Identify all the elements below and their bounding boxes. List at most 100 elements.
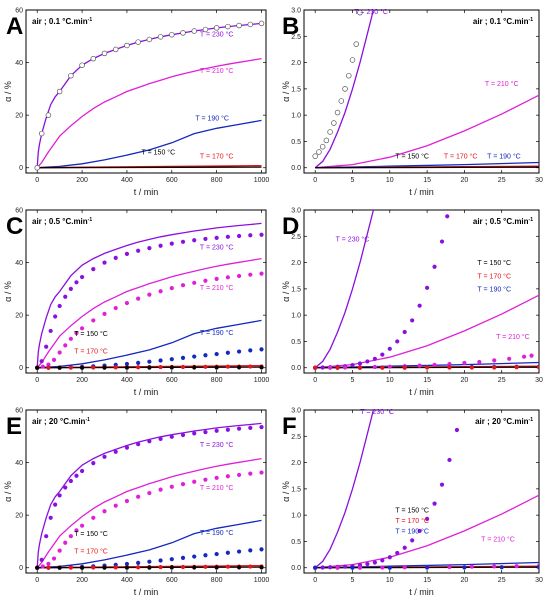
data-point-t230 xyxy=(192,238,197,243)
data-point-t230 xyxy=(53,502,58,507)
data-point-hollow xyxy=(213,25,220,31)
series-line-t190 xyxy=(37,119,262,169)
x-tick-label: 10 xyxy=(386,577,394,584)
y-tick-label: 0.5 xyxy=(291,539,301,546)
data-point-t190 xyxy=(124,361,130,367)
data-point-t230 xyxy=(169,241,174,246)
y-tick-label: 40 xyxy=(15,460,23,467)
data-point-t150 xyxy=(169,365,174,370)
data-point-hollow xyxy=(225,23,231,30)
data-point-t170 xyxy=(68,365,73,370)
data-point-hollow xyxy=(38,130,45,137)
x-tick-label: 30 xyxy=(535,377,543,384)
data-point-t210 xyxy=(236,273,242,279)
data-point-t150 xyxy=(35,565,40,570)
data-point-hollow xyxy=(236,22,242,29)
data-point-t230 xyxy=(136,248,141,253)
data-point-t170 xyxy=(68,565,73,570)
data-point-t230 xyxy=(180,432,186,438)
data-point-t210 xyxy=(507,356,512,361)
data-point-t150 xyxy=(259,565,264,570)
condition-text: air ; 0.1 °C.min xyxy=(32,17,88,26)
data-point-t230 xyxy=(248,425,253,430)
data-point-t150 xyxy=(236,565,242,570)
x-tick-label: 600 xyxy=(166,377,178,384)
data-point-t150 xyxy=(192,365,197,370)
data-point-t170 xyxy=(492,365,497,370)
series-line-t190 xyxy=(37,519,262,569)
data-point-t230 xyxy=(102,260,107,265)
data-point-hollow xyxy=(56,88,63,95)
data-point-t190 xyxy=(462,565,467,570)
data-point-t230 xyxy=(410,318,415,323)
data-point-t230 xyxy=(158,243,163,248)
data-point-t210 xyxy=(74,528,79,533)
series-line-t210 xyxy=(36,457,262,569)
series-line-t210 xyxy=(315,294,539,369)
data-point-t210 xyxy=(357,565,363,570)
data-point-hollow xyxy=(157,34,164,40)
data-point-t150 xyxy=(169,565,174,570)
curve-label-t210: T = 210 °C xyxy=(481,535,515,543)
x-axis-label: t / min xyxy=(134,187,159,197)
data-point-t170 xyxy=(335,365,340,370)
data-point-t230 xyxy=(410,538,415,543)
data-point-hollow xyxy=(90,55,97,62)
data-point-t190 xyxy=(192,554,197,559)
data-point-t230 xyxy=(192,431,197,436)
series-group xyxy=(34,20,265,171)
data-point-t190 xyxy=(180,555,186,560)
data-point-t170 xyxy=(46,565,51,570)
panel-a: 0 200 400 600 800 1000 0 20 40 60 t / min α / % A air… xyxy=(3,8,269,198)
curve-label-t150: T = 150 °C xyxy=(477,259,511,267)
data-point-t230 xyxy=(39,359,44,364)
data-point-hollow xyxy=(101,50,108,57)
y-axis-label: α / % xyxy=(281,281,291,302)
panel-d: 0 5 10 15 20 25 30 0.0 0.5 1.0 1.5 2.0 2.5 3.0 t / min… xyxy=(281,208,543,398)
data-point-t190 xyxy=(147,359,152,364)
x-tick-label: 400 xyxy=(121,377,133,384)
data-point-t150 xyxy=(79,365,85,370)
data-point-t210 xyxy=(40,364,45,369)
data-point-t230 xyxy=(169,434,174,439)
condition-label: air ; 20 °C.min-1 xyxy=(475,417,533,426)
data-point-t210 xyxy=(248,272,253,277)
data-point-t230 xyxy=(79,274,85,280)
x-tick-label: 20 xyxy=(460,177,468,184)
data-point-t210 xyxy=(91,515,96,520)
y-tick-label: 1.5 xyxy=(291,286,301,293)
data-point-t170 xyxy=(225,364,230,369)
data-point-t230 xyxy=(203,236,208,242)
data-point-t150 xyxy=(124,365,130,370)
data-point-hollow xyxy=(191,28,197,34)
data-point-t210 xyxy=(158,289,163,294)
data-point-t190 xyxy=(169,357,174,362)
data-point-t210 xyxy=(63,343,68,348)
data-point-t230 xyxy=(432,264,437,269)
data-point-t230 xyxy=(365,359,370,364)
data-point-t170 xyxy=(248,564,253,569)
data-point-t190 xyxy=(248,348,253,353)
data-point-t190 xyxy=(536,565,539,570)
series-line-t230 xyxy=(314,410,375,569)
data-point-t230 xyxy=(53,314,58,319)
data-point-t190 xyxy=(387,565,392,570)
x-tick-label: 600 xyxy=(166,577,178,584)
panel-b: 0 5 10 15 20 25 30 0.0 0.5 1.0 1.5 2.0 2.5 3.0 t / min… xyxy=(281,8,543,198)
data-point-t170 xyxy=(514,365,519,370)
data-point-hollow xyxy=(331,120,337,126)
data-point-t210 xyxy=(57,350,62,355)
data-point-t170 xyxy=(113,365,118,370)
data-point-t230 xyxy=(320,365,325,370)
curve-label-t150: T = 150 °C xyxy=(395,152,429,160)
data-point-t150 xyxy=(124,565,130,570)
curve-label-t170: T = 170 °C xyxy=(395,517,429,525)
x-axis-label: t / min xyxy=(409,587,434,597)
data-point-t190 xyxy=(203,353,208,358)
data-point-hollow xyxy=(45,112,52,118)
x-tick-label: 0 xyxy=(313,177,317,184)
data-point-t190 xyxy=(225,350,230,355)
curve-label-t190: T = 190 °C xyxy=(395,528,429,536)
data-point-t210 xyxy=(477,359,482,365)
x-tick-label: 30 xyxy=(535,177,543,184)
